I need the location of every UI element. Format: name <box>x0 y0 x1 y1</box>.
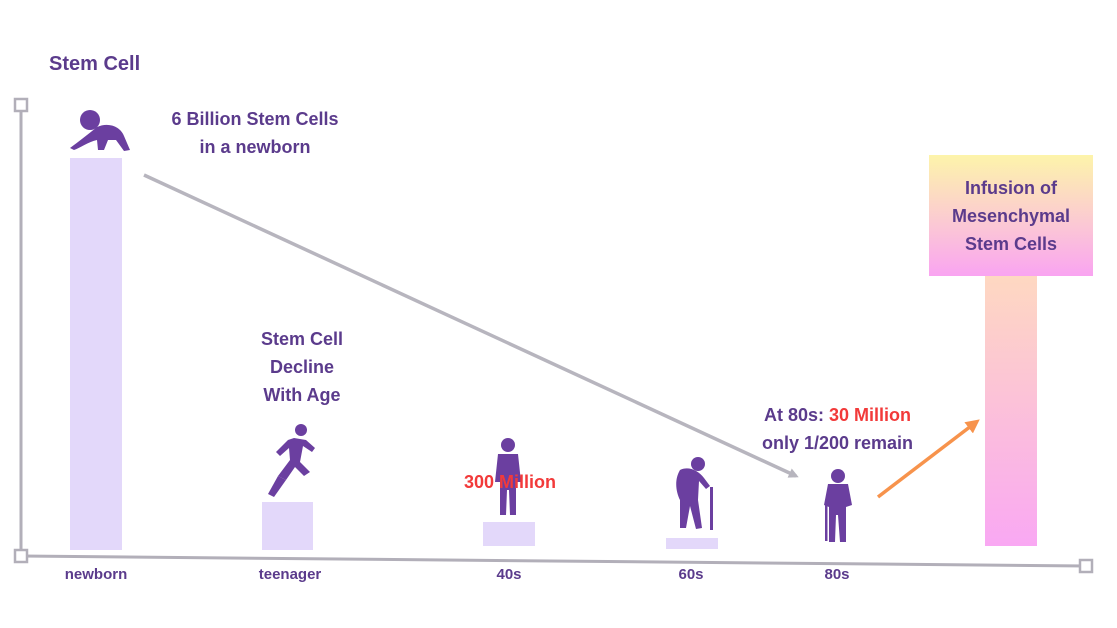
newborn-annotation-line1: 6 Billion Stem Cells <box>171 109 339 129</box>
eighty-value: 30 Million <box>829 405 912 425</box>
infusion-line2: Mesenchymal <box>951 205 1071 226</box>
eighty-annotation-line2: only 1/200 remain <box>761 433 914 453</box>
origin-handle <box>13 548 29 564</box>
bar-40s <box>483 522 535 546</box>
x-axis-end-handle <box>1078 558 1094 574</box>
decline-line2: Decline <box>269 357 335 377</box>
x-tick-label: 40s <box>496 566 522 583</box>
x-tick-label: teenager <box>258 566 322 583</box>
infusion-line1: Infusion of <box>965 177 1057 198</box>
newborn-annotation-line2: in a newborn <box>199 137 311 157</box>
x-tick-label: newborn <box>64 566 128 583</box>
elderly-cane-icon <box>676 457 713 530</box>
decline-line3: With Age <box>263 385 341 405</box>
baby-icon <box>70 110 130 151</box>
x-axis <box>20 554 1087 568</box>
decline-annotation: Stem Cell Decline With Age <box>232 325 372 409</box>
decline-trend-arrow <box>143 173 799 478</box>
decline-line1: Stem Cell <box>260 329 344 349</box>
bar-teenager <box>262 502 313 550</box>
eighty-annotation: At 80s: 30 Million only 1/200 remain <box>745 401 930 457</box>
x-tick-label: 60s <box>678 566 704 583</box>
newborn-annotation: 6 Billion Stem Cells in a newborn <box>135 105 375 161</box>
infusion-line3: Stem Cells <box>964 233 1058 254</box>
infusion-box: Infusion of Mesenchymal Stem Cells <box>929 155 1093 276</box>
runner-icon <box>268 424 315 497</box>
x-tick-label: 80s <box>824 566 850 583</box>
old-man-icon <box>824 469 852 542</box>
infusion-arrow <box>876 419 980 499</box>
adult-man-icon <box>495 438 521 515</box>
bar-newborn <box>70 158 122 550</box>
y-axis-top-handle <box>13 97 29 113</box>
bar-60s <box>666 538 718 549</box>
eighty-prefix: At 80s: <box>763 405 829 425</box>
forties-value-label: 300 Million <box>463 472 557 492</box>
bar-infusion <box>985 270 1037 546</box>
eighty-annotation-line1: At 80s: 30 Million <box>745 401 930 429</box>
chart-title: Stem Cell <box>49 53 141 75</box>
